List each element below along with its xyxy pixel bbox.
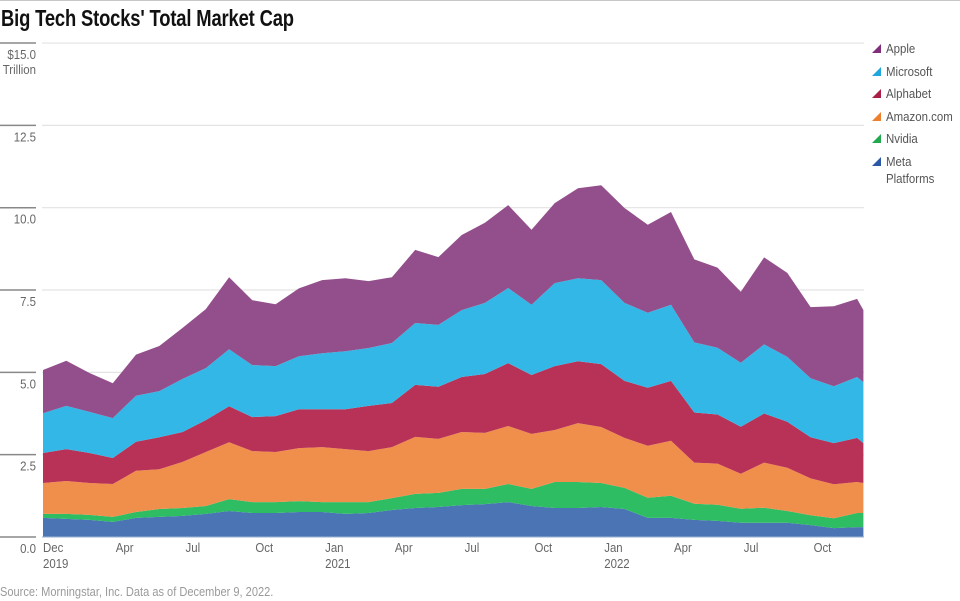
- legend-item-meta-platforms: Meta Platforms: [872, 153, 960, 186]
- y-tick-label: 2.5: [20, 459, 36, 474]
- legend-item-apple: Apple: [872, 40, 960, 63]
- area-alphabet: [43, 361, 864, 485]
- y-unit-label: Trillion: [3, 62, 36, 77]
- legend-triangle-icon: [872, 89, 881, 98]
- x-tick-label: Jan: [604, 540, 623, 555]
- y-tick-label: $15.0: [7, 47, 36, 62]
- legend-triangle-icon: [872, 66, 881, 76]
- area-amazon-com: [43, 423, 864, 519]
- y-tick-label: 5.0: [20, 377, 36, 392]
- x-tick-label: Jul: [465, 540, 480, 555]
- area-meta-platforms: [43, 502, 864, 537]
- y-tick-label: 12.5: [14, 130, 36, 145]
- series-areas: [43, 185, 864, 537]
- legend-label: Meta Platforms: [886, 153, 935, 186]
- area-microsoft: [43, 278, 864, 458]
- x-tick-label: Jan: [325, 540, 344, 555]
- x-tick-label: Apr: [395, 540, 413, 555]
- legend-triangle-icon: [872, 44, 881, 53]
- x-tick-label: Oct: [534, 540, 552, 555]
- area-apple: [43, 185, 864, 419]
- x-tick-label: Apr: [116, 540, 134, 555]
- legend-label: Microsoft: [886, 63, 933, 79]
- legend-triangle-icon: [872, 111, 881, 121]
- x-tick-label: Jul: [744, 540, 759, 555]
- source-note: Source: Morningstar, Inc. Data as of Dec…: [0, 584, 274, 599]
- legend-item-amazon: Amazon.com: [872, 108, 960, 131]
- legend-triangle-icon: [872, 134, 881, 143]
- legend-label: Alphabet: [886, 86, 932, 101]
- y-tick-label: 7.5: [20, 294, 36, 309]
- x-tick-label: Apr: [674, 540, 692, 555]
- legend-triangle-icon: [872, 156, 881, 166]
- legend-label: Nvidia: [886, 131, 918, 146]
- x-tick-label: Dec: [43, 540, 63, 555]
- x-tick-year: 2021: [325, 556, 351, 571]
- x-tick-year: 2019: [43, 556, 69, 571]
- chart-title: Big Tech Stocks' Total Market Cap: [1, 5, 294, 31]
- legend-label: Amazon.com: [886, 108, 953, 124]
- x-tick-label: Oct: [814, 540, 832, 555]
- area-nvidia: [43, 482, 864, 529]
- y-tick-label: 0.0: [20, 541, 36, 556]
- x-tick-label: Jul: [186, 540, 201, 555]
- y-tick-label: 10.0: [14, 212, 36, 227]
- legend-item-alphabet: Alphabet: [872, 85, 960, 108]
- legend-item-microsoft: Microsoft: [872, 63, 960, 86]
- legend-label: Apple: [886, 41, 916, 56]
- x-tick-year: 2022: [604, 556, 630, 571]
- x-tick-label: Oct: [255, 540, 273, 555]
- legend-item-nvidia: Nvidia: [872, 130, 960, 153]
- top-rule: [0, 0, 960, 1]
- legend: Apple Microsoft Alphabet Amazon.com Nvid…: [872, 40, 960, 186]
